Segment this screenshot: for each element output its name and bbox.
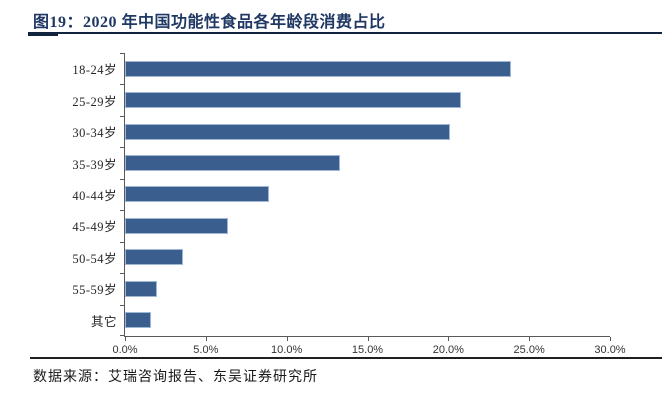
category-label: 25-29岁 xyxy=(72,94,117,109)
bar xyxy=(125,186,269,203)
category-label: 50-54岁 xyxy=(72,251,117,266)
category-label: 18-24岁 xyxy=(72,63,117,78)
x-axis-tick-label: 30.0% xyxy=(594,344,626,356)
y-axis-tick xyxy=(120,115,125,117)
x-axis-tick xyxy=(367,337,369,341)
y-axis-labels: 18-24岁 25-29岁 30-34岁 35-39岁 40-44岁 45-49岁 50-5… xyxy=(0,53,117,336)
source-line: 数据来源：艾瑞咨询报告、东吴证券研究所 xyxy=(33,370,318,385)
plot-area: 0.0% 5.0% 10.0% 15.0% 20.0% 25.0% 30.0% xyxy=(112,53,626,356)
category-label: 其它 xyxy=(90,314,117,329)
x-axis-tick xyxy=(610,337,611,341)
bar-row xyxy=(125,305,610,336)
bar-row xyxy=(125,116,610,147)
y-axis-tick xyxy=(120,335,125,336)
category-label: 40-44岁 xyxy=(72,188,117,203)
x-axis-tick-label: 0.0% xyxy=(112,344,138,356)
x-axis-tick-label: 10.0% xyxy=(271,344,303,356)
bar-row xyxy=(125,273,610,304)
y-axis-tick xyxy=(120,53,125,54)
x-axis-tick xyxy=(125,337,126,341)
y-axis-tick xyxy=(120,304,125,306)
x-axis-tick xyxy=(286,337,288,341)
bar xyxy=(125,312,151,329)
bar xyxy=(125,280,158,297)
category-label: 55-59岁 xyxy=(72,283,117,298)
x-axis-tick xyxy=(448,337,450,341)
bar xyxy=(125,155,341,172)
figure-title: 图19：2020 年中国功能性食品各年龄段消费占比 xyxy=(33,14,386,31)
x-axis-tick xyxy=(529,337,531,341)
y-axis-tick xyxy=(120,210,125,212)
footer-rule xyxy=(30,357,662,359)
y-axis-tick xyxy=(120,147,125,149)
header-rule-accent xyxy=(28,34,58,36)
x-axis-tick xyxy=(205,337,207,341)
x-axis-tick-label: 20.0% xyxy=(432,344,464,356)
bar-row xyxy=(125,53,610,84)
y-axis-tick xyxy=(120,273,125,275)
category-label: 30-34岁 xyxy=(72,126,117,141)
bar-row xyxy=(125,147,610,178)
bar xyxy=(125,249,184,266)
bar-row xyxy=(125,179,610,210)
x-axis-tick-label: 25.0% xyxy=(513,344,545,356)
y-axis-tick xyxy=(120,178,125,180)
x-axis-tick-label: 15.0% xyxy=(351,344,384,356)
bar-chart: 18-24岁 25-29岁 30-34岁 35-39岁 40-44岁 45-49岁 50-5… xyxy=(0,53,666,356)
bar-row xyxy=(125,84,610,115)
header-rule xyxy=(28,32,662,36)
bar xyxy=(125,123,450,140)
bar-row xyxy=(125,210,610,241)
category-label: 35-39岁 xyxy=(72,157,117,172)
x-axis-tick-label: 5.0% xyxy=(193,344,219,356)
category-label: 45-49岁 xyxy=(72,220,117,235)
bar xyxy=(125,217,229,234)
bar-row xyxy=(125,242,610,273)
y-axis-tick xyxy=(120,241,125,243)
y-axis-tick xyxy=(120,84,125,86)
bar xyxy=(125,92,462,109)
bar xyxy=(125,60,512,77)
